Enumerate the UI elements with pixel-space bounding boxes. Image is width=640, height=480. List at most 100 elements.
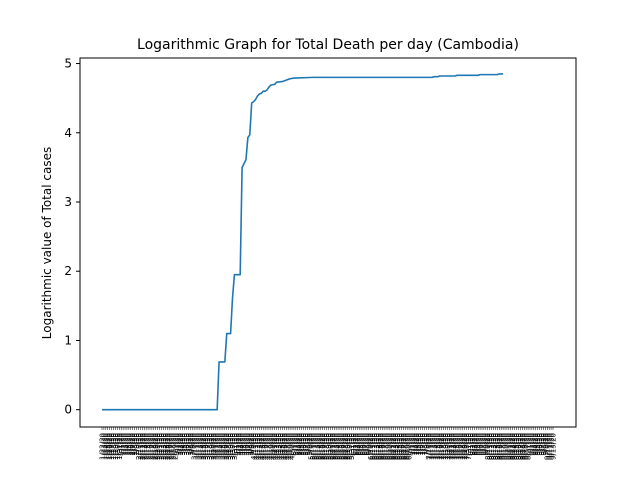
x-tick-label: 9/4/20 (532, 433, 540, 456)
x-tick-label: 9/11/20 (546, 433, 554, 460)
x-tick-label: 2/10/20 (135, 433, 143, 460)
x-tick-label: 4/12/20 (254, 433, 262, 460)
x-tick-label: 4/9/20 (248, 433, 256, 456)
x-tick-label: 3/15/20 (200, 433, 208, 460)
x-tick-label: 5/3/20 (294, 433, 302, 456)
x-tick-label: 8/5/20 (475, 433, 483, 456)
chart-title: Logarithmic Graph for Total Death per da… (137, 37, 519, 53)
x-tick-label: 7/20/20 (444, 433, 452, 460)
x-tick-label: 5/6/20 (300, 433, 308, 456)
x-tick-label: 2/17/20 (148, 433, 156, 460)
x-tick-label: 8/6/20 (477, 433, 485, 456)
x-tick-label: 2/6/20 (127, 433, 135, 456)
series (102, 73, 504, 411)
x-tick-label: 8/13/20 (490, 433, 498, 460)
x-tick-label: 4/11/20 (252, 433, 260, 460)
x-tick-label: 7/12/20 (429, 433, 437, 460)
y-axis-label: Logarithmic value of Total cases (40, 147, 54, 339)
x-tick-label: 4/25/20 (279, 433, 287, 460)
x-tick-label: 6/9/20 (365, 433, 373, 456)
x-tick-label: 6/26/20 (398, 433, 406, 460)
x-tick-label: 7/23/20 (450, 433, 458, 460)
x-tick-label: 6/13/20 (373, 433, 381, 460)
x-tick-label: 4/8/20 (246, 433, 254, 456)
x-tick-label: 1/28/20 (110, 433, 118, 460)
x-tick-label: 7/25/20 (454, 433, 462, 460)
x-tick-label: 1/30/20 (114, 433, 122, 460)
x-tick-label: 9/7/20 (538, 433, 546, 456)
x-tick-label: 5/23/20 (333, 433, 341, 460)
x-tick-label: 3/19/20 (208, 433, 216, 460)
x-tick-label: 5/16/20 (319, 433, 327, 460)
x-tick-label: 5/11/20 (310, 433, 318, 460)
x-tick-label: 2/25/20 (164, 433, 172, 460)
x-tick-label: 5/26/20 (338, 433, 346, 460)
x-tick-label: 6/23/20 (392, 433, 400, 460)
x-tick-label: 2/8/20 (131, 433, 139, 456)
x-tick-label: 3/9/20 (189, 433, 197, 456)
x-tick-label: 2/21/20 (156, 433, 164, 460)
x-tick-label: 3/8/20 (187, 433, 195, 456)
x-tick-label: 5/1/20 (290, 433, 298, 456)
x-tick-label: 6/14/20 (375, 433, 383, 460)
x-tick-label: 5/14/20 (315, 433, 323, 460)
x-tick-label: 4/14/20 (258, 433, 266, 460)
x-tick-label: 5/15/20 (317, 433, 325, 460)
x-tick-label: 3/18/20 (206, 433, 214, 460)
x-tick-label: 4/17/20 (264, 433, 272, 460)
x-tick-label: 7/21/20 (446, 433, 454, 460)
x-tick-label: 7/19/20 (442, 433, 450, 460)
x-tick-label: 2/11/20 (137, 433, 145, 460)
x-tick-label: 3/24/20 (217, 433, 225, 460)
x-tick-label: 6/20/20 (386, 433, 394, 460)
x-tick-label: 2/20/20 (154, 433, 162, 460)
x-tick-label: 4/19/20 (267, 433, 275, 460)
plot-frame (79, 57, 577, 428)
x-tick-label: 7/24/20 (452, 433, 460, 460)
x-tick-label: 5/9/20 (306, 433, 314, 456)
y-axis-ticks: 0 1 2 3 4 5 (64, 57, 80, 417)
x-tick-label: 5/17/20 (321, 433, 329, 460)
x-tick-label: 2/24/20 (162, 433, 170, 460)
x-tick-label: 4/23/20 (275, 433, 283, 460)
x-tick-label: 8/20/20 (503, 433, 511, 460)
x-tick-label: 5/27/20 (340, 433, 348, 460)
x-tick-label: 5/2/20 (292, 433, 300, 456)
series-line (102, 73, 504, 411)
x-tick-label: 8/30/20 (523, 433, 531, 460)
x-tick-label: 3/30/20 (229, 433, 237, 460)
x-tick-label: 7/3/20 (411, 433, 419, 456)
x-tick-label: 5/12/20 (312, 433, 320, 460)
x-tick-label: 8/31/20 (525, 433, 533, 460)
x-tick-label: 2/28/20 (170, 433, 178, 460)
y-tick-label: 3 (64, 195, 72, 209)
x-tick-label: 5/28/20 (342, 433, 350, 460)
x-tick-label: 2/16/20 (146, 433, 154, 460)
x-tick-label: 8/29/20 (521, 433, 529, 460)
x-tick-label: 8/23/20 (509, 433, 517, 460)
x-tick-label: 3/29/20 (227, 433, 235, 460)
x-tick-label: 2/2/20 (120, 433, 128, 456)
x-tick-label: 8/9/20 (482, 433, 490, 456)
x-tick-label: 5/22/20 (331, 433, 339, 460)
x-tick-label: 5/20/20 (327, 433, 335, 460)
x-tick-label: 6/2/20 (352, 433, 360, 456)
x-tick-label: 3/1/20 (173, 433, 181, 456)
x-tick-label: 7/2/20 (409, 433, 417, 456)
x-tick-label: 1/26/20 (106, 433, 114, 460)
x-tick-label: 2/7/20 (129, 433, 137, 456)
x-tick-label: 6/6/20 (360, 433, 368, 456)
x-tick-label: 4/10/20 (250, 433, 258, 460)
x-tick-label: 8/7/20 (478, 433, 486, 456)
x-tick-label: 2/19/20 (152, 433, 160, 460)
x-tick-label: 3/2/20 (175, 433, 183, 456)
x-tick-label: 8/19/20 (502, 433, 510, 460)
x-axis-ticks: 1/22/201/23/201/24/201/25/201/26/201/27/… (99, 427, 558, 460)
x-tick-label: 4/7/20 (244, 433, 252, 456)
x-tick-label: 4/22/20 (273, 433, 281, 460)
x-tick-label: 4/4/20 (239, 433, 247, 456)
x-tick-label: 5/25/20 (336, 433, 344, 460)
x-tick-label: 7/13/20 (431, 433, 439, 460)
x-tick-label: 8/8/20 (480, 433, 488, 456)
x-tick-label: 9/2/20 (528, 433, 536, 456)
